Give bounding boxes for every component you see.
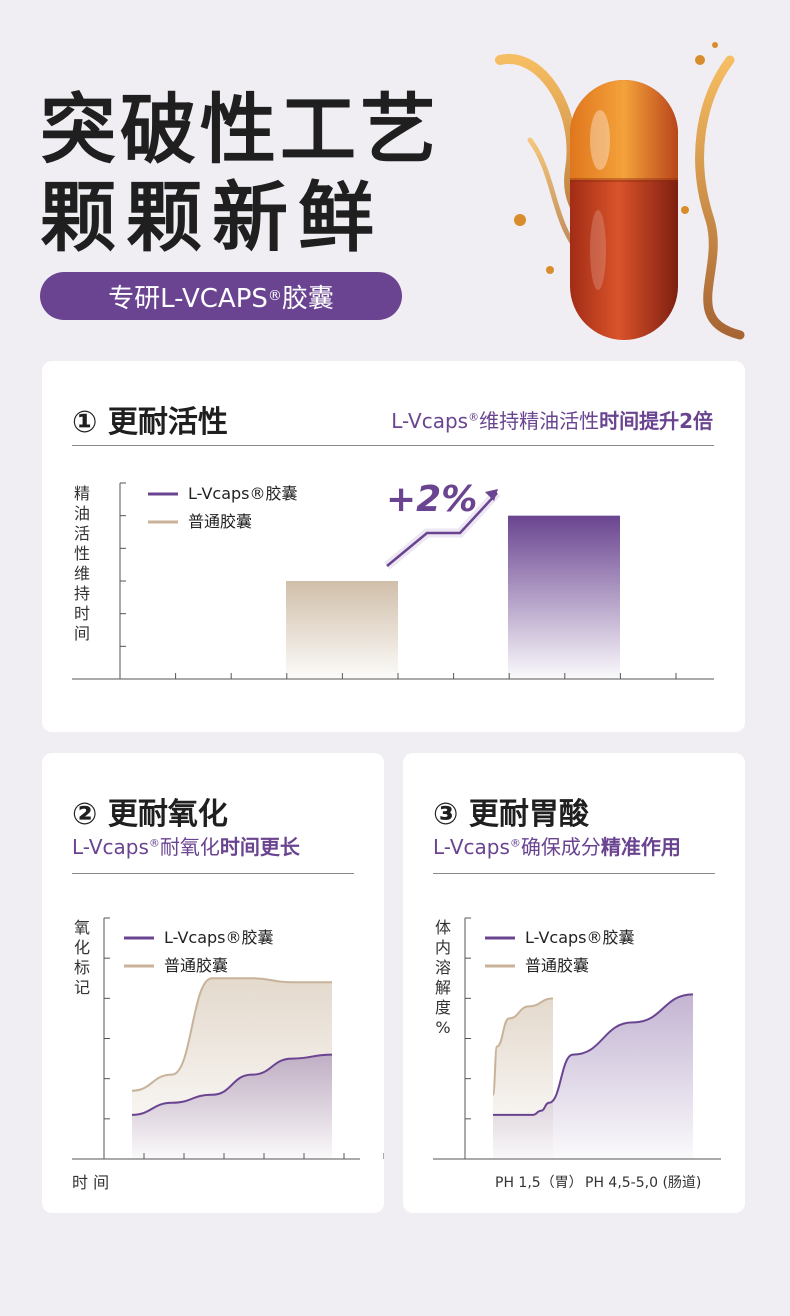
y-label-char: 油 [74, 504, 90, 523]
y-label-char: 标 [74, 958, 90, 977]
oxidation-divider [72, 873, 354, 874]
y-label-char: 内 [435, 938, 451, 957]
activity-subtitle: L-Vcaps®维持精油活性时间提升2倍 [391, 405, 713, 434]
y-label-char: 活 [74, 524, 90, 543]
lvcaps-area [132, 1054, 332, 1159]
activity-card: ① 更耐活性 L-Vcaps®维持精油活性时间提升2倍 精油活性维持时间 +2%… [42, 361, 745, 732]
legend-label: L-Vcaps®胶囊 [164, 928, 274, 947]
legend-label: 普通胶囊 [164, 956, 228, 975]
legend-label: L-Vcaps®胶囊 [525, 928, 635, 947]
stomach-x-tick-labels: PH 1,5（胃） PH 4,5-5,0 (肠道) [495, 1175, 701, 1191]
activity-sub-brand: L-Vcaps [391, 409, 469, 433]
hero-title-line1: 突破性工艺 [40, 85, 440, 174]
y-label-char: 间 [74, 624, 90, 643]
activity-y-ticks [120, 482, 126, 647]
oxidation-sub-mid: 耐氧化 [159, 835, 220, 859]
oxidation-subtitle: L-Vcaps®耐氧化时间更长 [72, 831, 300, 860]
activity-sub-bold: 时间提升2倍 [599, 409, 713, 433]
stomach-sub-reg: ® [509, 836, 521, 850]
activity-divider [72, 445, 714, 446]
y-label-char: 记 [74, 978, 90, 997]
hero-title-line2: 颗颗新鲜 [40, 173, 384, 262]
lvcaps-area [493, 994, 693, 1159]
oxidation-series [131, 977, 333, 1159]
oxidation-x-label: 时 间 [72, 1173, 109, 1192]
oxidation-sub-brand: L-Vcaps [72, 835, 149, 859]
bar-regular-capsule [286, 581, 398, 679]
bar-lvcaps [508, 515, 620, 679]
oxidation-y-ticks [104, 917, 110, 1120]
regular-capsule-line [131, 977, 332, 1092]
oxidation-card: ② 更耐氧化 L-Vcaps®耐氧化时间更长 氧化标记 L-Vcaps®胶囊 普通… [42, 753, 384, 1213]
stomach-sub-mid: 确保成分 [520, 835, 601, 859]
stomach-divider [433, 873, 715, 874]
y-label-char: 时 [74, 604, 90, 623]
growth-arrow-head [485, 489, 498, 501]
activity-heading: ① 更耐活性 [72, 405, 228, 440]
y-label-char: % [435, 1018, 450, 1037]
y-label-char: 体 [435, 918, 451, 937]
stomach-sub-bold: 精准作用 [600, 835, 681, 859]
pill-text-pre: 专研L-VCAPS [108, 283, 268, 314]
y-label-char: 维 [74, 564, 90, 583]
stomach-subtitle: L-Vcaps®确保成分精准作用 [433, 831, 681, 860]
lvcaps-line [131, 1053, 333, 1116]
hero-pill: 专研L-VCAPS ® 胶囊 [40, 272, 402, 320]
x-tick-label: PH 1,5（胃） [495, 1175, 583, 1191]
pill-reg-mark: ® [267, 288, 282, 304]
regular-capsule-line [492, 997, 554, 1096]
legend-label: 普通胶囊 [525, 956, 589, 975]
oxidation-sub-reg: ® [148, 836, 160, 850]
y-label-char: 化 [74, 938, 90, 957]
stomach-y-ticks [465, 917, 471, 1120]
growth-annotation: +2% [386, 479, 477, 520]
growth-arrow [386, 492, 498, 567]
y-label-char: 溶 [435, 958, 451, 977]
stomach-heading: ③ 更耐胃酸 [433, 797, 589, 832]
y-label-char: 度 [435, 998, 451, 1017]
capsule-illustration [495, 42, 745, 340]
y-label-char: 性 [74, 544, 90, 563]
legend-label: L-Vcaps®胶囊 [188, 484, 298, 503]
x-tick-label: PH 4,5-5,0 (肠道) [585, 1175, 701, 1191]
activity-sub-mid: 维持精油活性 [479, 409, 600, 433]
y-label-char: 精 [74, 484, 90, 503]
y-label-char: 氧 [74, 918, 90, 937]
legend-label: 普通胶囊 [188, 512, 252, 531]
oxidation-sub-bold: 时间更长 [219, 835, 300, 859]
stomach-acid-card: ③ 更耐胃酸 L-Vcaps®确保成分精准作用 体内溶解度% L-Vcaps®胶… [403, 753, 745, 1213]
stomach-series [492, 993, 694, 1159]
pill-text-post: 胶囊 [281, 283, 334, 314]
activity-sub-reg: ® [468, 410, 480, 424]
lvcaps-line [493, 993, 694, 1116]
stomach-sub-brand: L-Vcaps [433, 835, 510, 859]
oxidation-heading: ② 更耐氧化 [72, 797, 228, 832]
y-label-char: 解 [435, 978, 451, 997]
y-label-char: 持 [74, 584, 90, 603]
